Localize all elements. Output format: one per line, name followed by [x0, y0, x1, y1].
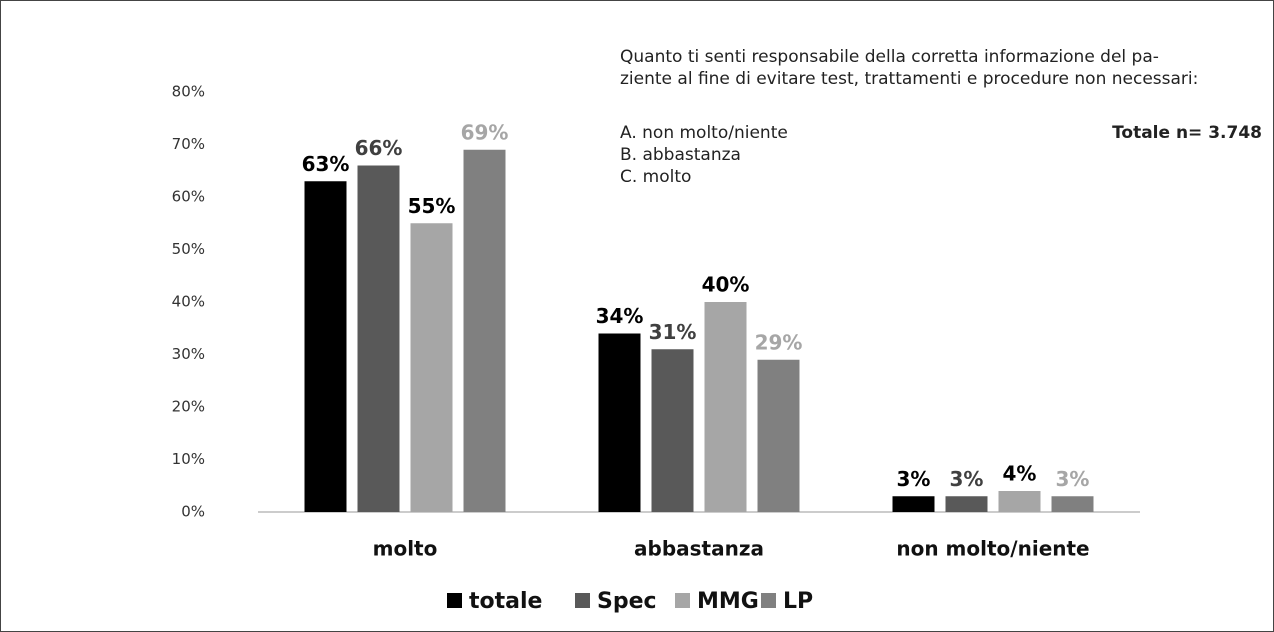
value-label: 55% — [408, 194, 456, 218]
bar — [598, 333, 641, 512]
x-tick-label: molto — [373, 537, 438, 561]
y-tick-label: 60% — [172, 188, 205, 206]
value-label: 34% — [596, 304, 644, 328]
bar — [892, 496, 935, 512]
option: A. non molto/niente — [620, 123, 788, 143]
bar — [357, 165, 400, 512]
bar — [651, 349, 694, 512]
note-line: ziente al fine di evitare test, trattame… — [620, 69, 1198, 89]
y-tick-label: 70% — [172, 135, 205, 153]
value-label: 63% — [302, 152, 350, 176]
bar — [304, 181, 347, 512]
value-label: 4% — [1003, 462, 1037, 486]
legend-swatch — [761, 593, 776, 608]
y-tick-label: 50% — [172, 240, 205, 258]
bar — [463, 149, 506, 512]
value-label: 3% — [950, 467, 984, 491]
total-label: Totale n= 3.748 — [1112, 123, 1262, 143]
y-tick-label: 30% — [172, 345, 205, 363]
option: C. molto — [620, 167, 691, 187]
y-tick-label: 20% — [172, 398, 205, 416]
bar — [410, 223, 453, 512]
value-label: 66% — [355, 136, 403, 160]
value-label: 3% — [897, 467, 931, 491]
bar — [1051, 496, 1094, 512]
value-label: 29% — [755, 330, 803, 354]
y-tick-label: 80% — [172, 83, 205, 101]
legend-swatch — [447, 593, 462, 608]
value-label: 31% — [649, 320, 697, 344]
bar — [998, 491, 1041, 512]
bar — [945, 496, 988, 512]
legend-swatch — [675, 593, 690, 608]
note-line: Quanto ti senti responsabile della corre… — [620, 47, 1159, 67]
value-label: 69% — [461, 120, 509, 144]
y-tick-label: 40% — [172, 293, 205, 311]
legend-label: Spec — [597, 589, 657, 614]
bar — [704, 302, 747, 512]
value-label: 40% — [702, 273, 750, 297]
y-tick-label: 0% — [181, 503, 205, 521]
y-tick-label: 10% — [172, 450, 205, 468]
legend-label: LP — [783, 589, 813, 614]
x-tick-label: non molto/niente — [896, 537, 1089, 561]
legend-label: MMG — [697, 589, 759, 614]
legend-swatch — [575, 593, 590, 608]
bar — [757, 359, 800, 512]
value-label: 3% — [1056, 467, 1090, 491]
x-tick-label: abbastanza — [634, 537, 764, 561]
legend-label: totale — [469, 589, 542, 614]
option: B. abbastanza — [620, 145, 741, 165]
